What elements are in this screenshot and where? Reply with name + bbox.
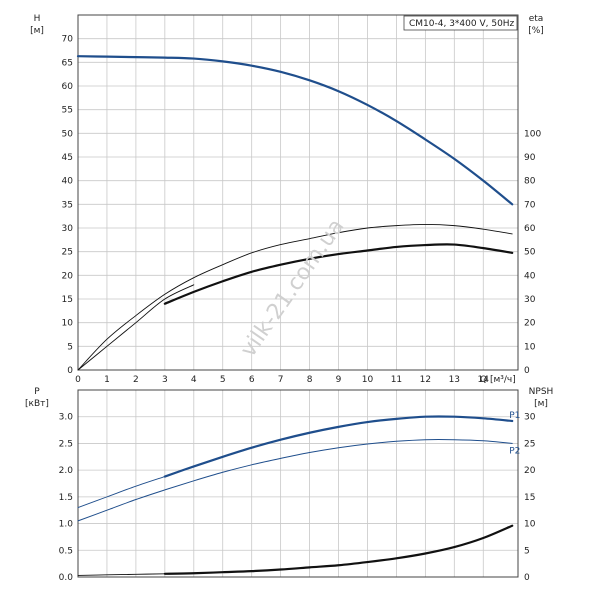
y-left-tick-label: 55 (62, 106, 73, 116)
y-right-tick-label: 5 (524, 546, 530, 556)
y-left-tick-label: 2.5 (59, 439, 73, 449)
model-legend-box (403, 15, 518, 31)
series-line-P1 (163, 415, 514, 478)
series-label-P1: P1 (509, 411, 520, 421)
x-tick-label: 6 (249, 375, 255, 385)
y-left-tick-label: 65 (62, 58, 73, 68)
y-left-tick-label: 15 (62, 295, 73, 305)
legend-text: CM10-4, 3*400 V, 50Hz (409, 19, 515, 29)
y-right-tick-label: 90 (524, 153, 536, 163)
x-tick-label: 14 (478, 375, 490, 385)
x-tick-label: 3 (162, 375, 168, 385)
y-left-tick-label: 35 (62, 200, 73, 210)
y-left-tick-label: 30 (62, 224, 74, 234)
x-axis-label: Q [м³/ч] (480, 375, 516, 385)
series-line-P2 (77, 439, 513, 522)
x-tick-label: 13 (449, 375, 460, 385)
x-tick-label: 8 (307, 375, 313, 385)
y-left-tick-label: 1.0 (59, 520, 74, 530)
y-left-tick-label: 0 (67, 366, 73, 376)
x-tick-label: 2 (133, 375, 139, 385)
series-line-H (76, 55, 514, 206)
y-right-axis-unit: [м] (534, 399, 548, 409)
series-line-P1-thin (77, 476, 166, 508)
y-right-tick-label: 40 (524, 271, 536, 281)
series-line-eta-thick (163, 243, 514, 305)
x-tick-label: 12 (420, 375, 431, 385)
x-tick-label: 9 (336, 375, 342, 385)
series-label-P2: P2 (509, 446, 520, 456)
y-left-axis-label: P (34, 387, 40, 397)
y-right-tick-label: 60 (524, 224, 536, 234)
y-right-tick-label: 70 (524, 200, 536, 210)
y-left-tick-label: 25 (62, 248, 73, 258)
y-left-tick-label: 45 (62, 153, 73, 163)
y-left-tick-label: 0.0 (59, 573, 74, 583)
y-right-axis-unit: [%] (528, 26, 544, 36)
y-left-axis-unit: [м] (30, 26, 44, 36)
y-right-tick-label: 25 (524, 439, 535, 449)
y-right-tick-label: 0 (524, 573, 530, 583)
y-right-tick-label: 10 (524, 342, 536, 352)
x-tick-label: 0 (75, 375, 81, 385)
plot-frame (77, 14, 519, 371)
y-right-axis-label: eta (529, 14, 544, 24)
x-tick-label: 4 (191, 375, 197, 385)
y-left-tick-label: 0.5 (59, 546, 73, 556)
y-left-tick-label: 20 (62, 271, 74, 281)
series-line-eta-thin (77, 223, 513, 371)
x-tick-label: 7 (278, 375, 284, 385)
y-right-tick-label: 20 (524, 466, 536, 476)
x-tick-label: 5 (220, 375, 226, 385)
y-left-tick-label: 1.5 (59, 493, 73, 503)
series-line-NPSH-thin (77, 573, 166, 576)
y-right-tick-label: 100 (524, 129, 541, 139)
y-right-tick-label: 10 (524, 520, 536, 530)
y-left-tick-label: 70 (62, 35, 74, 45)
y-left-axis-label: H (34, 14, 41, 24)
power-npsh-panel (77, 389, 519, 578)
y-left-tick-label: 50 (62, 129, 74, 139)
series-line-NPSH (163, 524, 514, 575)
y-right-tick-label: 15 (524, 493, 535, 503)
y-left-tick-label: 2.0 (59, 466, 74, 476)
y-right-axis-label: NPSH (529, 387, 554, 397)
x-tick-label: 11 (391, 375, 402, 385)
y-left-tick-label: 40 (62, 177, 74, 187)
y-left-tick-label: 10 (62, 319, 74, 329)
series-line-eta-thin-low (77, 284, 195, 371)
y-right-tick-label: 30 (524, 295, 536, 305)
head-efficiency-panel (76, 14, 519, 371)
y-left-tick-label: 60 (62, 82, 74, 92)
y-right-tick-label: 30 (524, 413, 536, 423)
y-right-tick-label: 20 (524, 319, 536, 329)
y-left-tick-label: 3.0 (59, 413, 74, 423)
y-right-tick-label: 50 (524, 248, 536, 258)
x-tick-label: 1 (104, 375, 110, 385)
y-left-tick-label: 5 (67, 342, 73, 352)
y-right-tick-label: 0 (524, 366, 530, 376)
watermark-text: vilk-21.com.ua (236, 215, 350, 362)
y-left-axis-unit: [кВт] (25, 399, 49, 409)
y-right-tick-label: 80 (524, 177, 536, 187)
plot-frame (77, 389, 519, 578)
legend-frame (403, 15, 518, 31)
x-tick-label: 10 (362, 375, 374, 385)
